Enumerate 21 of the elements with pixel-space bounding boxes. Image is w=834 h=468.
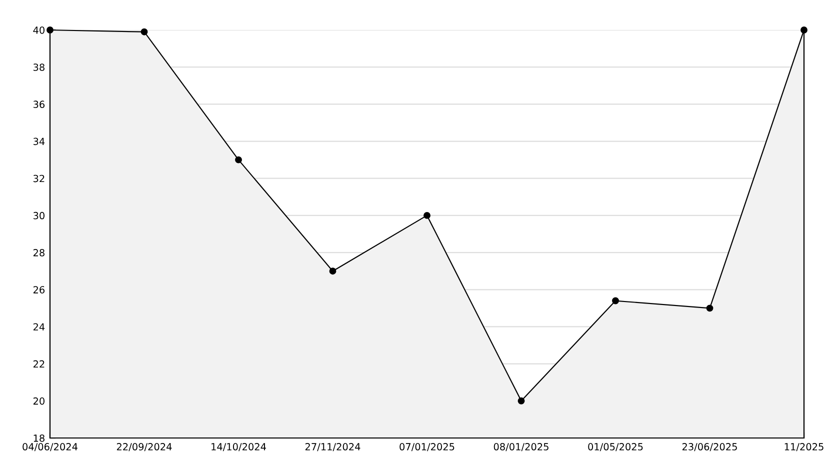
x-tick-label: 11/2025 <box>784 443 824 452</box>
y-tick-label: 32 <box>34 174 44 182</box>
x-tick-label: 01/05/2025 <box>588 443 643 452</box>
x-tick-label: 14/10/2024 <box>212 443 266 452</box>
y-tick-label: 22 <box>33 360 44 368</box>
y-tick-label: 38 <box>34 64 44 71</box>
y-tick-label: 20 <box>33 397 44 405</box>
y-tick-label: 28 <box>33 249 44 256</box>
x-tick-label: 08/01/2025 <box>494 443 548 452</box>
x-tick-label: 04/06/2024 <box>22 443 78 452</box>
y-tick-label: 34 <box>34 138 45 146</box>
y-tick-label: 30 <box>34 212 44 220</box>
x-tick-label: 27/11/2024 <box>305 443 360 452</box>
y-tick-label: 18 <box>34 434 44 442</box>
x-tick-label: 07/01/2025 <box>400 443 454 452</box>
x-tick-label: 22/09/2024 <box>116 443 172 452</box>
y-tick-label: 36 <box>34 100 45 108</box>
x-tick-label: 23/06/2025 <box>682 443 737 452</box>
y-tick-label: 40 <box>33 26 44 34</box>
y-tick-label: 24 <box>33 323 45 330</box>
y-tick-label: 26 <box>33 286 45 294</box>
